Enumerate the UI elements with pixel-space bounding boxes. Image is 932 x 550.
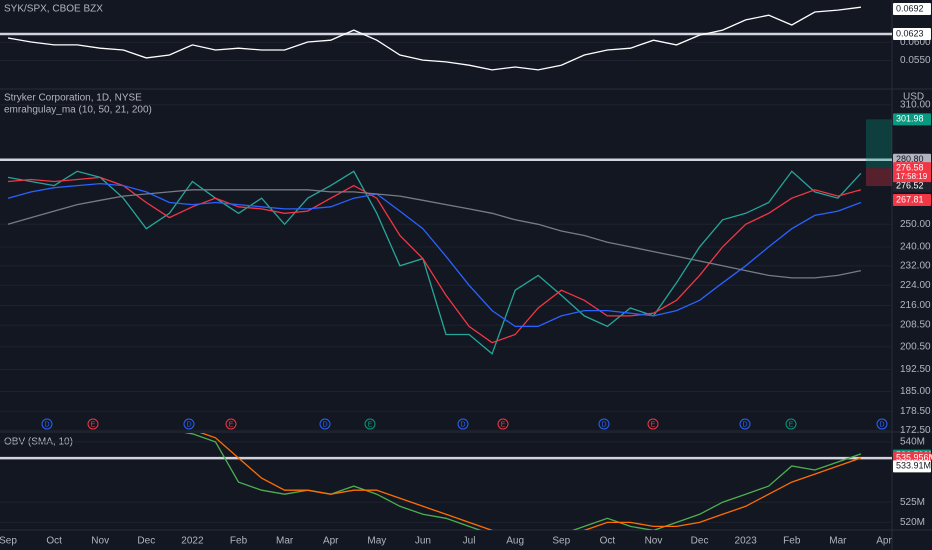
price-label-box [893, 3, 931, 16]
y-tick-label: 520M [900, 517, 925, 528]
event-label: E [789, 421, 794, 428]
x-tick-label: 2022 [181, 536, 204, 547]
long-stop-zone [866, 168, 892, 187]
price-label-box [893, 162, 931, 175]
event-label: D [601, 421, 606, 428]
event-label: D [460, 421, 465, 428]
x-tick-label: Sep [552, 536, 570, 547]
y-tick-label: 250.00 [900, 219, 931, 230]
event-icon [739, 418, 751, 430]
indicator-title: emrahgulay_ma (10, 50, 21, 200) [4, 105, 152, 116]
event-label: E [229, 421, 234, 428]
event-label: D [742, 421, 747, 428]
price-label: 267.81 [896, 194, 924, 204]
price-label: 276.52 [896, 181, 924, 191]
series-line [7, 176, 862, 344]
pane [0, 104, 892, 431]
event-icon [364, 418, 376, 430]
x-tick-label: Nov [645, 536, 663, 547]
y-tick-label: 240.00 [900, 242, 931, 253]
x-tick-label: Apr [323, 536, 339, 547]
series-line [7, 189, 862, 279]
y-tick-label: 525M [900, 497, 925, 508]
price-label: 280.80 [896, 154, 924, 164]
x-tick-label: Feb [230, 536, 248, 547]
x-tick-label: Feb [783, 536, 801, 547]
series-line [199, 433, 862, 530]
y-tick-label: 540M [900, 436, 925, 447]
x-tick-label: Dec [137, 536, 155, 547]
long-target-zone [866, 119, 892, 169]
x-tick-label: 2023 [735, 536, 758, 547]
price-label-box [893, 194, 931, 207]
x-tick-label: Jun [415, 536, 431, 547]
series-line [7, 170, 862, 355]
event-label: E [91, 421, 96, 428]
event-icon [183, 418, 195, 430]
price-label: 276.58 [896, 163, 924, 173]
event-icon [41, 418, 53, 430]
y-tick-label: 216.00 [900, 300, 931, 311]
x-tick-label: Oct [46, 536, 62, 547]
price-label-box [893, 113, 931, 126]
countdown: 17:58:19 [896, 172, 928, 181]
event-icon [876, 418, 888, 430]
y-tick-label: 0.0600 [900, 37, 931, 48]
price-label: 0.0692 [896, 3, 924, 13]
pane [0, 433, 892, 530]
event-label: D [879, 421, 884, 428]
y-tick-label: 208.50 [900, 320, 931, 331]
pane [0, 6, 892, 71]
y-tick-label: 0.0550 [900, 55, 931, 66]
countdown-box [893, 172, 931, 183]
x-tick-label: Jul [463, 536, 476, 547]
x-tick-label: Sep [0, 536, 17, 547]
x-tick-label: Mar [829, 536, 847, 547]
event-label: E [651, 421, 656, 428]
x-tick-label: Dec [691, 536, 709, 547]
price-label: 535.956M [896, 453, 932, 463]
price-label-box [893, 460, 931, 473]
series-line [7, 6, 861, 71]
series-line [184, 433, 862, 530]
y-tick-label: 185.00 [900, 386, 931, 397]
event-icon [87, 418, 99, 430]
y-tick-label: 178.50 [900, 406, 931, 417]
y-tick-label: 200.50 [900, 341, 931, 352]
event-label: D [322, 421, 327, 428]
event-icon [225, 418, 237, 430]
event-label: D [186, 421, 191, 428]
x-tick-label: Oct [600, 536, 616, 547]
x-tick-label: Apr [876, 536, 892, 547]
event-icon [497, 418, 509, 430]
event-icon [785, 418, 797, 430]
event-icon [457, 418, 469, 430]
price-label: 301.98 [896, 114, 924, 124]
y-tick-label: 192.50 [900, 364, 931, 375]
pane-title: SYK/SPX, CBOE BZX [4, 4, 103, 15]
price-label-box [893, 28, 931, 41]
x-tick-label: May [367, 536, 386, 547]
y-tick-label: 172.50 [900, 425, 931, 436]
event-label: E [368, 421, 373, 428]
event-icon [319, 418, 331, 430]
event-label: E [501, 421, 506, 428]
y-tick-label: 224.00 [900, 280, 931, 291]
y-tick-label: 232.00 [900, 260, 931, 271]
currency-label: USD [903, 92, 924, 103]
pane-title: Stryker Corporation, 1D, NYSE [4, 93, 142, 104]
y-tick-label: 310.00 [900, 99, 931, 110]
price-label-box [893, 180, 931, 193]
x-tick-label: Nov [91, 536, 109, 547]
event-icon [598, 418, 610, 430]
x-tick-label: Mar [276, 536, 294, 547]
event-label: D [44, 421, 49, 428]
price-label: 533.91M [896, 461, 931, 471]
price-label: 0.0623 [896, 28, 924, 38]
event-icon [647, 418, 659, 430]
x-tick-label: Aug [506, 536, 524, 547]
